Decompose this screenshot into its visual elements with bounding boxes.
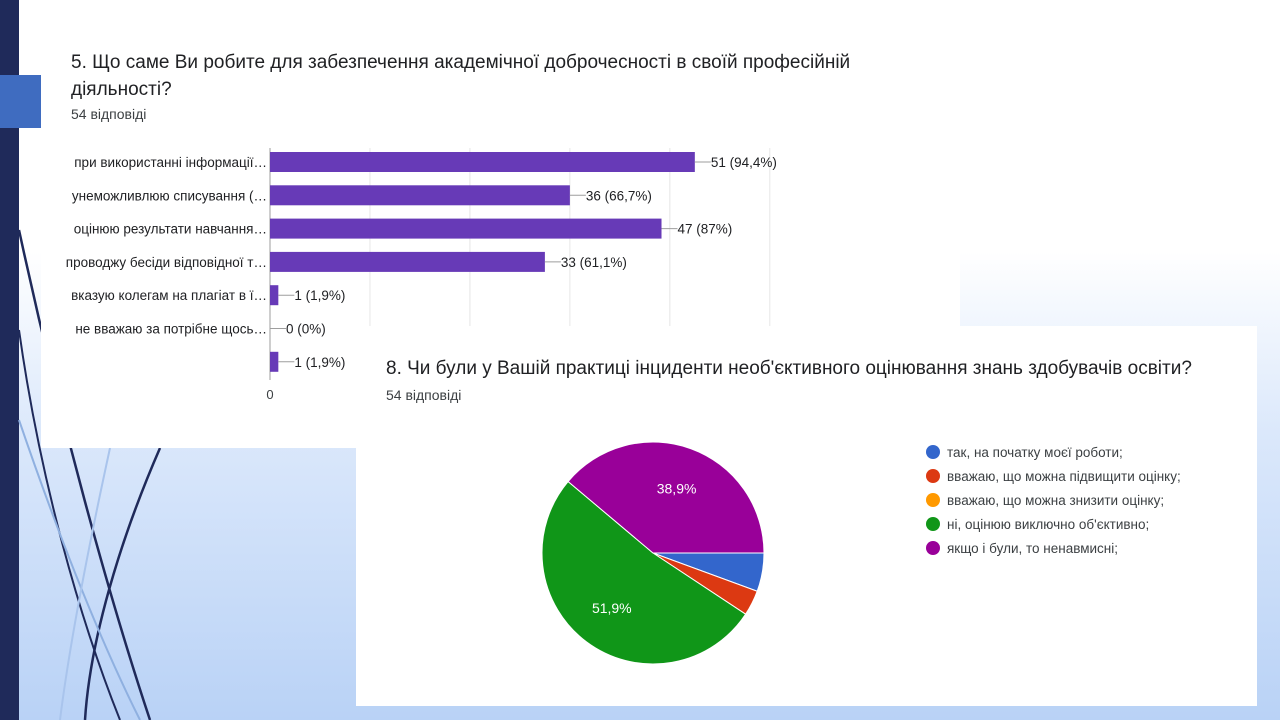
bar-5 (270, 285, 279, 306)
bar-3 (270, 218, 662, 239)
accent-block (0, 75, 41, 128)
bar-data-label: 0 (0%) (286, 322, 326, 337)
bar-2 (270, 185, 570, 206)
legend-item: вважаю, що можна підвищити оцінку; (926, 464, 1181, 488)
legend-label: вважаю, що можна знизити оцінку; (947, 492, 1165, 508)
legend-item: так, на початку моєї роботи; (926, 440, 1181, 464)
pie-question-card: 8. Чи були у Вашій практиці інциденти не… (356, 326, 1257, 706)
bar-data-label: 33 (61,1%) (561, 255, 627, 270)
bar-data-label: 1 (1,9%) (294, 288, 345, 303)
legend-swatch (926, 445, 940, 459)
legend-item: ні, оцінюю виключно об'єктивно; (926, 512, 1181, 536)
decorative-curve-2 (18, 329, 121, 720)
legend-label: так, на початку моєї роботи; (947, 444, 1123, 460)
decorative-curve-3 (83, 447, 162, 720)
bar-question-title: 5. Що саме Ви робите для забезпечення ак… (71, 52, 851, 100)
legend-swatch (926, 541, 940, 555)
bar-4 (270, 251, 545, 272)
pie-response-count: 54 відповіді (386, 387, 462, 403)
bar-chart: 0 при використанні інформації… 51 (94,4%) у… (66, 148, 777, 402)
bar-data-label: 36 (66,7%) (586, 188, 652, 203)
decorative-curve-5 (59, 447, 111, 720)
bar-response-count: 54 відповіді (71, 106, 147, 122)
bar-7 (270, 351, 279, 372)
legend-item: якщо і були, то ненавмисні; (926, 536, 1181, 560)
pie-slice-5 (567, 441, 765, 554)
bar-category-label: вказую колегам на плагіат в ї… (71, 288, 267, 303)
decorative-curve-4 (18, 419, 141, 720)
legend-swatch (926, 469, 940, 483)
left-accent-stripe (0, 0, 19, 720)
pie-slice-label: 38,9% (657, 480, 697, 496)
bar-category-label: оцінюю результати навчання… (74, 222, 267, 237)
bar-category-label: проводжу бесіди відповідної т… (66, 255, 267, 270)
pie-legend: так, на початку моєї роботи; вважаю, що м… (926, 440, 1181, 560)
decorative-curve-1 (17, 229, 152, 720)
bar-data-label: 1 (1,9%) (294, 355, 345, 370)
bar-1 (270, 152, 695, 172)
legend-swatch (926, 517, 940, 531)
bar-category-label: унеможливлюю списування (… (72, 188, 267, 203)
legend-swatch (926, 493, 940, 507)
bar-data-label: 51 (94,4%) (711, 155, 777, 170)
bar-category-label: при використанні інформації… (74, 155, 267, 170)
legend-label: ні, оцінюю виключно об'єктивно; (947, 516, 1150, 532)
bar-x-tick-label: 0 (266, 387, 273, 402)
pie-chart: 51,9% 38,9% (541, 441, 765, 665)
bar-data-label: 47 (87%) (678, 222, 733, 237)
legend-item: вважаю, що можна знизити оцінку; (926, 488, 1181, 512)
legend-label: вважаю, що можна підвищити оцінку; (947, 468, 1181, 484)
pie-question-title: 8. Чи були у Вашій практиці інциденти не… (386, 358, 1192, 379)
legend-label: якщо і були, то ненавмисні; (947, 540, 1119, 556)
pie-slice-label: 51,9% (592, 600, 632, 616)
bar-category-label: не вважаю за потрібне щось… (75, 322, 267, 337)
pie-slice-4 (541, 480, 747, 665)
